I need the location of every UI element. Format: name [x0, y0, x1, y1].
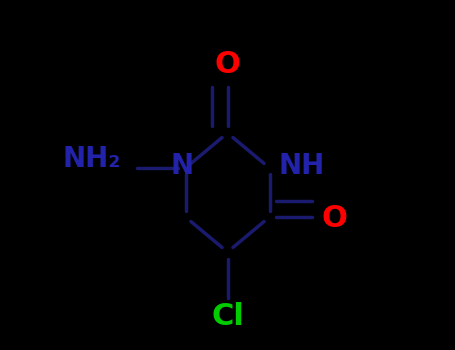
Text: NH: NH: [278, 152, 324, 180]
Text: O: O: [215, 50, 240, 79]
Text: O: O: [321, 204, 347, 233]
Text: NH₂: NH₂: [62, 145, 121, 173]
Text: N: N: [171, 152, 193, 180]
Text: Cl: Cl: [211, 302, 244, 331]
